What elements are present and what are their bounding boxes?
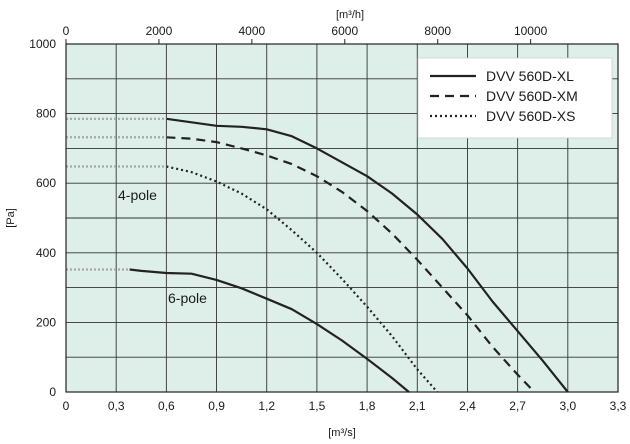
top-axis-tick-label: 8000 [424,24,451,38]
x-tick-label: 1,5 [309,399,326,413]
annotation-4-pole: 4-pole [118,187,157,203]
series-group [129,117,569,393]
x-tick-label: 2,7 [509,399,526,413]
legend-label-xm: DVV 560D-XM [486,88,578,104]
top-axis-tick-label: 4000 [239,24,266,38]
x-tick-label: 0 [63,399,70,413]
x-tick-label: 2,1 [409,399,426,413]
y-tick-label: 600 [36,176,56,190]
y-tick-labels: 0 200 400 600 800 1000 [29,37,56,399]
series-line-6-pole [129,268,410,393]
series-line-dvv-560d-xm [166,136,536,393]
y-tick-label: 200 [36,315,56,329]
y-tick-label: 400 [36,246,56,260]
annotation-6-pole: 6-pole [168,290,207,306]
y-tick-label: 0 [49,385,56,399]
y-tick-label: 800 [36,107,56,121]
top-axis-tick-label: 6000 [331,24,358,38]
legend-label-xs: DVV 560D-XS [486,108,575,124]
x-tick-label: 3,3 [610,399,627,413]
legend-box [417,57,613,139]
series-line-dvv-560d-xl [166,117,569,393]
x-tick-label: 0,3 [108,399,125,413]
top-axis-tick-labels: 0 2000 4000 6000 8000 10000 [63,24,548,44]
x-tick-labels: 0 0,3 0,6 0,9 1,2 1,5 1,8 2,1 2,4 2,7 3,0 3,3 [63,399,627,413]
legend: DVV 560D-XL DVV 560D-XM DVV 560D-XS [417,57,613,139]
x-tick-label: 3,0 [559,399,576,413]
y-tick-label: 1000 [29,37,56,51]
top-axis-tick-label: 2000 [146,24,173,38]
x-tick-label: 1,2 [258,399,275,413]
y-axis-label: [Pa] [5,208,17,228]
top-axis-tick-label: 10000 [514,24,548,38]
x-tick-label: 1,8 [359,399,376,413]
x-axis-label: [m³/s] [328,427,356,439]
reference-lines [66,117,167,271]
x-tick-label: 2,4 [459,399,476,413]
plot-border [65,43,619,393]
series-line-dvv-560d-xs [166,165,439,393]
top-axis-tick-label: 0 [63,24,70,38]
x-tick-label: 0,9 [208,399,225,413]
legend-label-xl: DVV 560D-XL [486,68,574,84]
x-tick-label: 0,6 [158,399,175,413]
top-axis-label: [m³/h] [336,9,364,21]
